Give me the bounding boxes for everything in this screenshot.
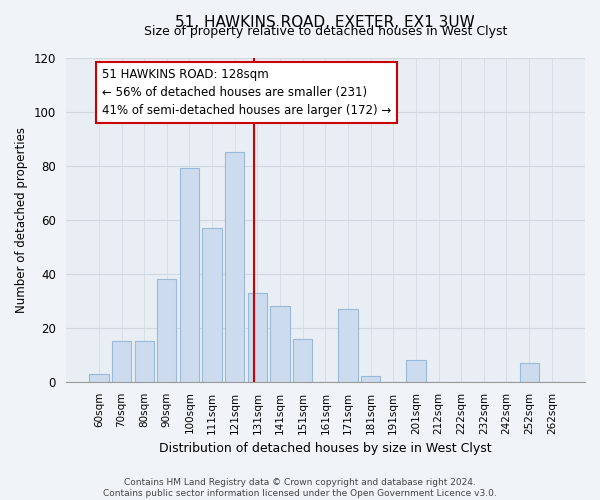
X-axis label: Distribution of detached houses by size in West Clyst: Distribution of detached houses by size … xyxy=(159,442,491,455)
Text: Contains HM Land Registry data © Crown copyright and database right 2024.
Contai: Contains HM Land Registry data © Crown c… xyxy=(103,478,497,498)
Bar xyxy=(202,228,222,382)
Y-axis label: Number of detached properties: Number of detached properties xyxy=(15,126,28,312)
Bar xyxy=(271,306,290,382)
Bar xyxy=(406,360,425,382)
Bar xyxy=(225,152,244,382)
Bar xyxy=(157,279,176,382)
Bar xyxy=(293,338,313,382)
Bar xyxy=(134,342,154,382)
Bar xyxy=(89,374,109,382)
Bar xyxy=(112,342,131,382)
Text: Size of property relative to detached houses in West Clyst: Size of property relative to detached ho… xyxy=(143,25,507,38)
Bar xyxy=(248,292,267,382)
Title: 51, HAWKINS ROAD, EXETER, EX1 3UW: 51, HAWKINS ROAD, EXETER, EX1 3UW xyxy=(175,15,475,30)
Bar xyxy=(520,363,539,382)
Bar xyxy=(180,168,199,382)
Bar xyxy=(338,309,358,382)
Text: 51 HAWKINS ROAD: 128sqm
← 56% of detached houses are smaller (231)
41% of semi-d: 51 HAWKINS ROAD: 128sqm ← 56% of detache… xyxy=(102,68,392,117)
Bar xyxy=(361,376,380,382)
